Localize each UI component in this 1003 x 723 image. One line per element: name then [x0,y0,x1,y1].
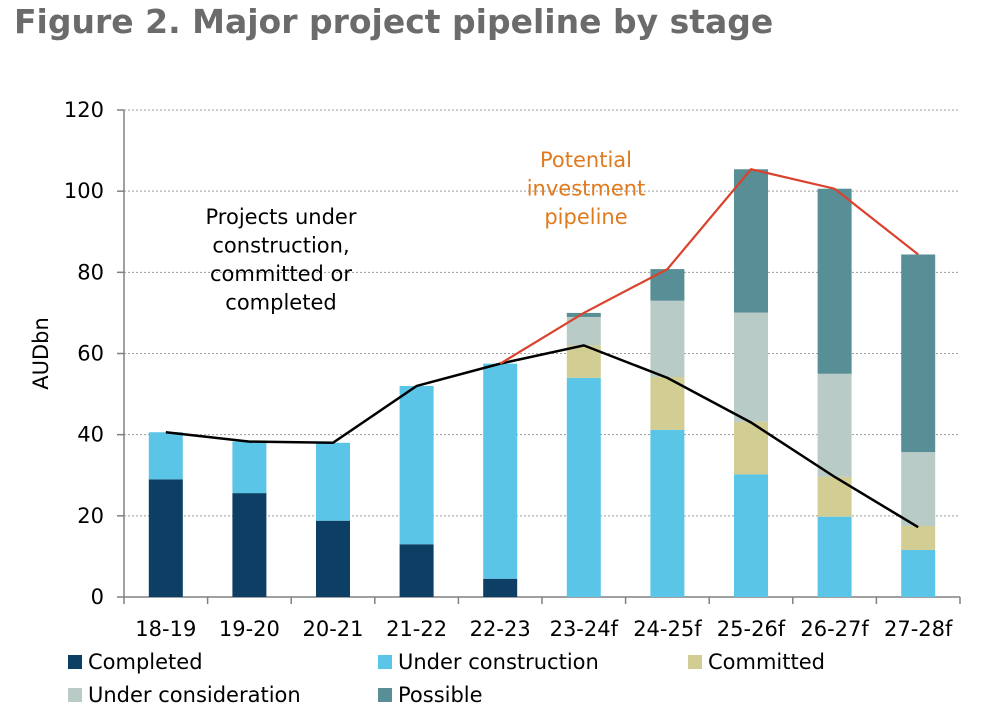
annotation-pipeline: Potential [540,148,632,172]
x-tick-label: 24-25f [633,617,702,641]
bar-under-construction [734,474,768,597]
bar-completed [148,479,183,597]
x-tick-label: 23-24f [550,617,619,641]
bar-under-construction [901,549,936,597]
bar-under-consideration [566,316,601,346]
bar-under-construction [399,385,434,545]
y-tick-label: 120 [64,98,104,122]
x-tick-label: 27-28f [884,617,953,641]
chart-svg: 0 20 40 60 80 100 120 AUDbn 18-19 19-20 20-21 21-22… [29,98,961,641]
y-axis-label: AUDbn [29,317,53,390]
x-tick-label: 26-27f [800,617,869,641]
annotation-committed: committed or [210,262,352,286]
legend-label: Possible [398,683,483,707]
legend-swatch [68,655,82,669]
legend-swatch [378,655,392,669]
bar-under-construction [483,363,518,579]
bar-under-construction [148,432,183,480]
bar-possible [566,312,601,317]
x-tick-label: 20-21 [302,617,363,641]
bar-under-construction [817,516,852,597]
bar-under-construction [316,442,350,521]
bar-under-consideration [650,300,685,378]
legend-swatch [378,688,392,702]
legend: Completed Under construction Committed Unde… [68,650,968,716]
bar-completed [316,520,350,597]
annotation-pipeline: investment [527,177,646,201]
bar-possible [734,169,768,313]
chart-title: Figure 2. Major project pipeline by stag… [14,2,774,41]
annotation-committed: completed [225,291,336,315]
bar-completed [483,578,518,597]
annotation-pipeline: pipeline [544,205,627,229]
legend-item: Committed [688,650,825,674]
x-tick-label: 19-20 [219,617,280,641]
bar-under-construction [232,441,267,494]
legend-swatch [688,655,702,669]
annotation-committed: construction, [212,234,349,258]
x-tick-label: 18-19 [135,617,196,641]
y-tick-label: 40 [77,423,104,447]
x-tick-label: 22-23 [470,617,531,641]
bar-possible [650,269,685,301]
annotation-committed: Projects under [206,205,357,229]
bar-under-construction [650,429,685,597]
pipeline-line [499,168,919,365]
y-tick-label: 60 [77,342,104,366]
bar-possible [901,254,936,453]
bar-committed [901,525,936,550]
y-tick-label: 20 [77,504,104,528]
legend-label: Under consideration [88,683,301,707]
x-tick-label: 25-26f [717,617,786,641]
bar-under-construction [566,377,601,597]
y-tick-label: 100 [64,179,104,203]
bar-completed [232,493,267,597]
bar-under-consideration [817,373,852,477]
legend-item: Completed [68,650,203,674]
y-tick-label: 80 [77,260,104,284]
legend-label: Completed [88,650,203,674]
bar-committed [650,377,685,430]
legend-item: Possible [378,683,483,707]
y-tick-label: 0 [91,585,104,609]
legend-label: Committed [708,650,825,674]
bar-under-consideration [734,312,768,422]
legend-item: Under construction [378,650,599,674]
legend-swatch [68,688,82,702]
x-tick-label: 21-22 [386,617,447,641]
legend-label: Under construction [398,650,599,674]
bar-under-consideration [901,452,936,526]
bar-completed [399,544,434,597]
legend-item: Under consideration [68,683,301,707]
bar-possible [817,188,852,374]
committed-line [165,344,919,529]
